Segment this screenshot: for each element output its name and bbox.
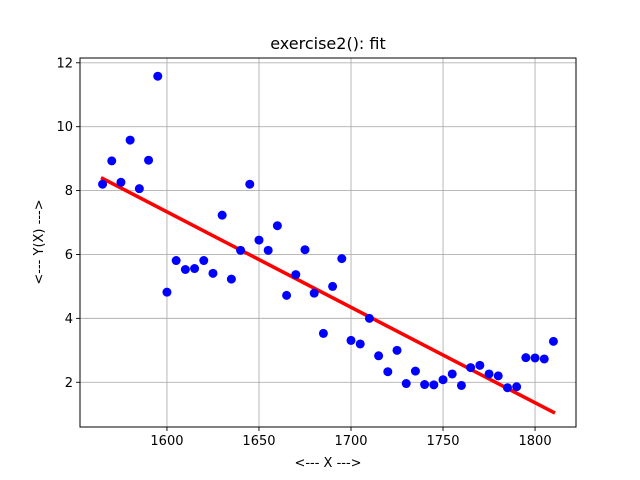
data-point xyxy=(438,375,448,385)
x-axis-label: <--- X ---> xyxy=(294,456,361,471)
x-tick-label: 1800 xyxy=(519,434,552,449)
data-point xyxy=(548,336,558,346)
data-point xyxy=(226,274,236,284)
y-tick-label: 6 xyxy=(65,248,73,263)
data-point xyxy=(420,380,430,390)
data-point xyxy=(466,363,476,373)
y-tick-label: 2 xyxy=(65,376,73,391)
data-point xyxy=(337,254,347,264)
data-point xyxy=(116,177,126,187)
x-tick-label: 1750 xyxy=(426,434,459,449)
fit-line xyxy=(100,176,556,415)
data-point xyxy=(410,366,420,376)
data-point xyxy=(484,369,494,379)
data-point xyxy=(180,265,190,274)
y-tick-label: 4 xyxy=(65,312,73,327)
data-point xyxy=(502,383,512,393)
data-point xyxy=(318,328,328,338)
data-point xyxy=(383,367,393,377)
data-point xyxy=(208,268,218,278)
data-point xyxy=(328,281,338,291)
data-point xyxy=(521,353,531,363)
data-point xyxy=(291,270,301,280)
data-point xyxy=(153,71,163,81)
fit-line-layer xyxy=(100,176,556,415)
data-point xyxy=(217,210,227,220)
data-point xyxy=(364,313,374,323)
data-point xyxy=(245,179,255,189)
data-point xyxy=(355,339,365,349)
data-point xyxy=(254,235,264,245)
data-point xyxy=(171,256,181,266)
data-point xyxy=(374,351,384,361)
x-tick-label: 1600 xyxy=(150,434,183,449)
data-point xyxy=(162,287,172,297)
data-point xyxy=(263,245,273,255)
data-point xyxy=(107,156,117,166)
chart-title: exercise2(): fit xyxy=(270,34,386,53)
y-tick-label: 8 xyxy=(65,184,73,199)
data-point xyxy=(282,290,292,300)
data-point xyxy=(309,288,319,298)
y-tick-label: 10 xyxy=(56,120,73,135)
data-point xyxy=(98,179,108,189)
data-point xyxy=(539,354,549,364)
x-tick-label: 1650 xyxy=(242,434,275,449)
data-point xyxy=(272,221,282,231)
grid xyxy=(80,58,576,427)
axis-ticks: 1600 1650 1700 1750 1800 2 4 6 8 10 12 xyxy=(56,56,551,449)
data-point xyxy=(190,264,200,274)
y-tick-label: 12 xyxy=(56,56,73,71)
data-point xyxy=(199,256,209,266)
data-point xyxy=(300,245,310,255)
data-point xyxy=(475,360,485,370)
data-point xyxy=(401,379,411,389)
data-point xyxy=(447,369,457,379)
data-point xyxy=(125,135,135,145)
data-point xyxy=(530,353,540,363)
data-point xyxy=(493,371,503,381)
data-point xyxy=(134,184,144,194)
scatter-series xyxy=(98,71,558,393)
data-point xyxy=(392,345,402,355)
data-point xyxy=(346,335,356,345)
plot-frame xyxy=(79,57,577,428)
data-point xyxy=(512,382,522,392)
y-axis-label: <--- Y(X) ---> xyxy=(32,199,47,284)
data-point xyxy=(144,155,154,165)
data-point xyxy=(236,245,246,255)
x-tick-label: 1700 xyxy=(334,434,367,449)
data-point xyxy=(456,380,466,390)
data-point xyxy=(429,380,439,390)
